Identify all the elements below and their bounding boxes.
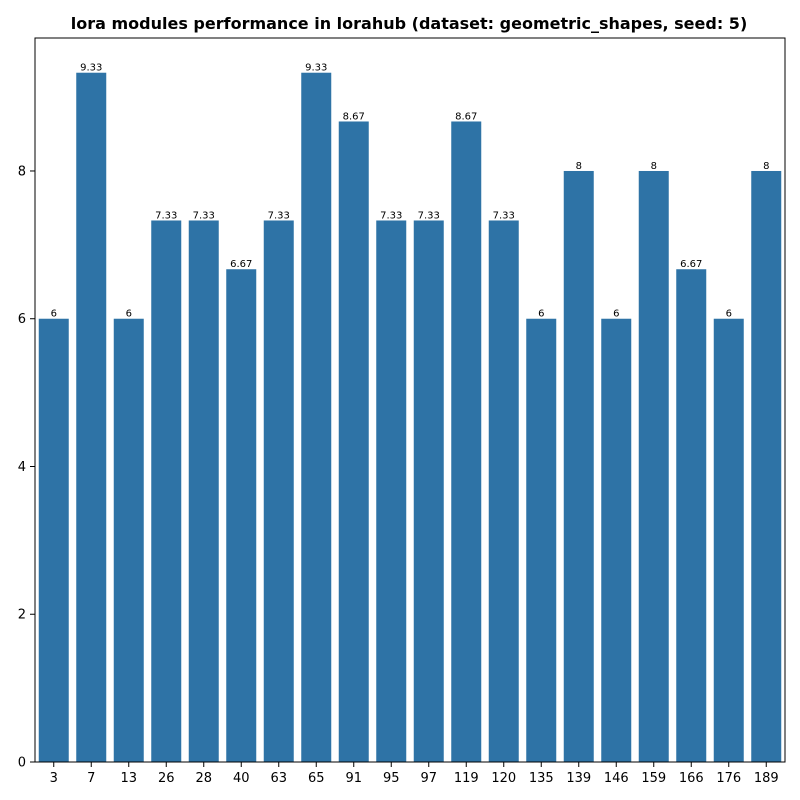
- bar-119: [451, 121, 482, 763]
- bar-91: [338, 121, 369, 763]
- data-label-28: 7.33: [193, 210, 215, 221]
- bar-labels-group: 6 9.33 6 7.33 7.33 6.67 7.33 9.33 8.67 7.33 7.33 8.…: [51, 63, 770, 320]
- x-axis: 3 7 13 26 28 40 63 65 91 95 97 119 120 135 139 146 159 16…: [50, 762, 779, 786]
- bar-139: [563, 170, 594, 762]
- x-tick-label-13: 13: [120, 771, 137, 786]
- bar-40: [226, 269, 257, 762]
- data-label-135: 6: [538, 309, 544, 320]
- x-tick-label-63: 63: [270, 771, 287, 786]
- data-label-119: 8.67: [455, 111, 477, 122]
- bar-65: [301, 72, 332, 762]
- data-label-120: 7.33: [493, 210, 515, 221]
- x-tick-label-28: 28: [195, 771, 212, 786]
- x-tick-label-120: 120: [491, 771, 516, 786]
- plot-frame: [34, 37, 786, 763]
- y-tick-label-2: 2: [18, 608, 26, 623]
- data-label-176: 6: [726, 309, 732, 320]
- bar-166: [676, 269, 707, 762]
- bar-159: [638, 170, 669, 762]
- data-label-146: 6: [613, 309, 619, 320]
- data-label-139: 8: [576, 161, 582, 172]
- data-label-40: 6.67: [230, 259, 252, 270]
- x-tick-label-159: 159: [641, 771, 666, 786]
- data-label-7: 9.33: [80, 63, 102, 74]
- bar-3: [38, 318, 69, 762]
- x-tick-label-95: 95: [383, 771, 400, 786]
- x-tick-label-3: 3: [50, 771, 58, 786]
- bars-group: [38, 72, 782, 763]
- bar-189: [751, 170, 782, 762]
- x-tick-label-26: 26: [158, 771, 175, 786]
- y-tick-label-6: 6: [18, 312, 26, 327]
- x-tick-label-139: 139: [566, 771, 591, 786]
- chart-title: lora modules performance in lorahub (dat…: [71, 14, 748, 33]
- x-tick-label-40: 40: [233, 771, 250, 786]
- y-axis: 0 2 4 6 8: [18, 164, 35, 771]
- bar-120: [488, 220, 519, 763]
- data-label-3: 6: [51, 309, 57, 320]
- data-label-65: 9.33: [305, 63, 327, 74]
- data-label-97: 7.33: [418, 210, 440, 221]
- data-label-159: 8: [651, 161, 657, 172]
- x-tick-label-7: 7: [87, 771, 95, 786]
- y-tick-label-0: 0: [18, 756, 26, 771]
- x-tick-label-97: 97: [420, 771, 437, 786]
- bar-97: [413, 220, 444, 763]
- x-tick-label-65: 65: [308, 771, 325, 786]
- bar-176: [713, 318, 744, 762]
- y-tick-label-4: 4: [18, 460, 26, 475]
- bar-13: [113, 318, 144, 762]
- x-tick-label-119: 119: [454, 771, 479, 786]
- x-tick-label-91: 91: [345, 771, 362, 786]
- bar-95: [376, 220, 407, 763]
- bar-7: [76, 72, 107, 762]
- data-label-95: 7.33: [380, 210, 402, 221]
- bar-146: [601, 318, 632, 762]
- x-tick-label-166: 166: [679, 771, 704, 786]
- data-label-166: 6.67: [680, 259, 702, 270]
- x-tick-label-189: 189: [754, 771, 779, 786]
- bar-26: [151, 220, 182, 763]
- bar-135: [526, 318, 557, 762]
- data-label-13: 6: [126, 309, 132, 320]
- data-label-26: 7.33: [155, 210, 177, 221]
- data-label-189: 8: [763, 161, 769, 172]
- x-tick-label-135: 135: [529, 771, 554, 786]
- x-tick-label-176: 176: [716, 771, 741, 786]
- bar-28: [188, 220, 219, 763]
- y-tick-label-8: 8: [18, 164, 26, 179]
- data-label-63: 7.33: [268, 210, 290, 221]
- bar-63: [263, 220, 294, 763]
- x-tick-label-146: 146: [604, 771, 629, 786]
- data-label-91: 8.67: [343, 111, 365, 122]
